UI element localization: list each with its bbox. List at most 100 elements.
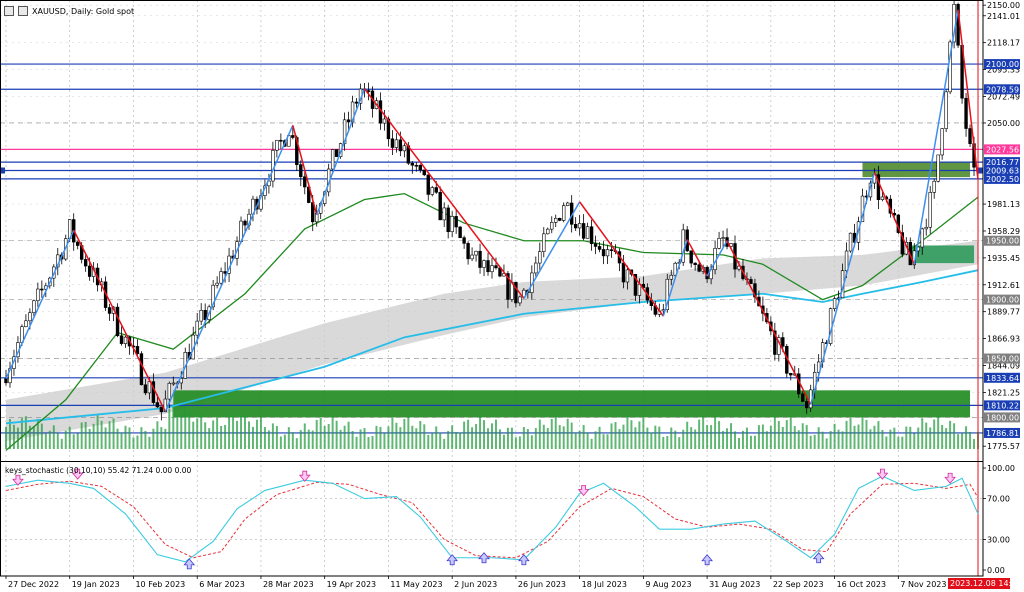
candle-body xyxy=(382,118,387,124)
current-time-label: 2023.12.08 14:00 xyxy=(950,579,1021,588)
buy-arrow-icon xyxy=(478,552,490,564)
candle-body xyxy=(805,401,809,409)
candle-body xyxy=(163,398,168,413)
candle-body xyxy=(450,216,454,233)
zigzag-segment xyxy=(292,125,318,216)
candle-body xyxy=(932,180,936,193)
zigzag-segment xyxy=(706,240,728,277)
candle-body xyxy=(279,139,283,142)
candle-body xyxy=(87,265,92,277)
candle-body xyxy=(721,237,725,239)
price-badge xyxy=(984,427,1020,438)
time-tick-label: 7 Nov 2023 xyxy=(900,580,946,589)
zone-rect xyxy=(910,245,975,264)
candle-body xyxy=(593,243,598,247)
candle-body xyxy=(83,259,88,267)
candle-body xyxy=(143,384,148,394)
candle-body xyxy=(558,217,562,221)
price-badge-label: 1810.22 xyxy=(986,401,1019,410)
price-tick-label: 2118.17 xyxy=(987,39,1020,48)
price-tick-label: 2072.49 xyxy=(987,92,1020,101)
candle-body xyxy=(195,320,199,336)
candle-body xyxy=(107,307,112,314)
zigzag-segment xyxy=(523,201,581,299)
candle-body xyxy=(801,393,805,402)
price-badge xyxy=(984,412,1020,423)
current-time-badge xyxy=(948,578,1011,589)
time-tick-label: 6 Mar 2023 xyxy=(199,580,245,589)
candle-body xyxy=(844,250,849,272)
zigzag-segment xyxy=(316,88,366,216)
candle-body xyxy=(354,101,359,104)
candle-body xyxy=(832,298,837,309)
candle-body xyxy=(426,174,430,195)
price-badge-label: 1786.81 xyxy=(986,429,1019,438)
sell-arrow-icon xyxy=(876,468,889,480)
price-tick-label: 1889.77 xyxy=(987,308,1020,317)
sell-arrow-icon xyxy=(12,474,24,486)
candle-body xyxy=(470,254,474,260)
candle-body xyxy=(928,192,932,228)
candle-body xyxy=(211,284,215,308)
candle-body xyxy=(518,296,522,304)
candle-body xyxy=(522,289,526,298)
plot-frame xyxy=(0,0,984,577)
candle-body xyxy=(462,237,466,244)
candle-body xyxy=(155,402,160,408)
price-badge xyxy=(984,372,1020,383)
candle-body xyxy=(243,220,247,226)
candle-body xyxy=(398,139,403,152)
candle-body xyxy=(597,246,602,250)
stoch-signal-line xyxy=(5,480,979,559)
buy-arrow-icon xyxy=(518,554,530,566)
price-tick-label: 1844.09 xyxy=(987,361,1020,370)
time-tick-label: 31 Aug 2023 xyxy=(709,580,760,589)
price-tick-label: 2141.01 xyxy=(987,12,1020,21)
time-tick-label: 11 May 2023 xyxy=(390,580,442,589)
stoch-tick-label: 0.00 xyxy=(987,566,1005,575)
price-tick-label: 2050.00 xyxy=(987,119,1020,128)
candle-body xyxy=(964,97,968,129)
zone-rect xyxy=(862,161,971,178)
price-badge xyxy=(984,400,1020,411)
candle-body xyxy=(203,310,207,320)
price-badge xyxy=(984,173,1020,184)
zigzag-segment xyxy=(363,88,525,299)
candle-body xyxy=(346,119,351,123)
price-badge-label: 2002.50 xyxy=(986,175,1019,184)
candle-body xyxy=(36,288,40,302)
candle-body xyxy=(753,283,757,298)
price-tick-label: 1935.45 xyxy=(987,254,1020,263)
buy-arrow-icon xyxy=(812,552,825,564)
price-tick-label: 2150.00 xyxy=(987,1,1020,10)
price-badge xyxy=(984,84,1020,95)
candle-body xyxy=(223,271,227,274)
candle-body xyxy=(171,382,176,385)
time-tick-label: 10 Feb 2023 xyxy=(135,580,185,589)
zone-rect xyxy=(173,390,971,418)
candles xyxy=(4,0,976,421)
candle-body xyxy=(546,228,550,235)
candle-body xyxy=(538,251,542,264)
stochastic-title: keys_stochastic (30,10,10) 55.42 71.24 0… xyxy=(5,466,192,475)
candle-body xyxy=(410,162,415,166)
price-badge-label: 1900.00 xyxy=(986,296,1019,305)
candle-body xyxy=(848,232,853,252)
chart-title-bar: XAUUSD, Daily: Gold spot xyxy=(4,4,134,18)
sell-arrow-icon xyxy=(298,470,311,482)
zigzag-segment xyxy=(662,239,688,317)
price-badge-label: 1850.00 xyxy=(986,355,1019,364)
candle-body xyxy=(717,238,721,249)
stochastic-panel xyxy=(0,468,983,570)
candle-body xyxy=(585,226,590,239)
zigzag-segment xyxy=(5,229,75,379)
candle-body xyxy=(562,205,566,221)
candle-body xyxy=(402,145,407,152)
price-tick-label: 1981.13 xyxy=(987,200,1020,209)
price-tick-label: 1866.93 xyxy=(987,335,1020,344)
candle-body xyxy=(24,320,28,327)
candle-body xyxy=(920,228,924,248)
buy-arrow-icon xyxy=(183,558,196,570)
